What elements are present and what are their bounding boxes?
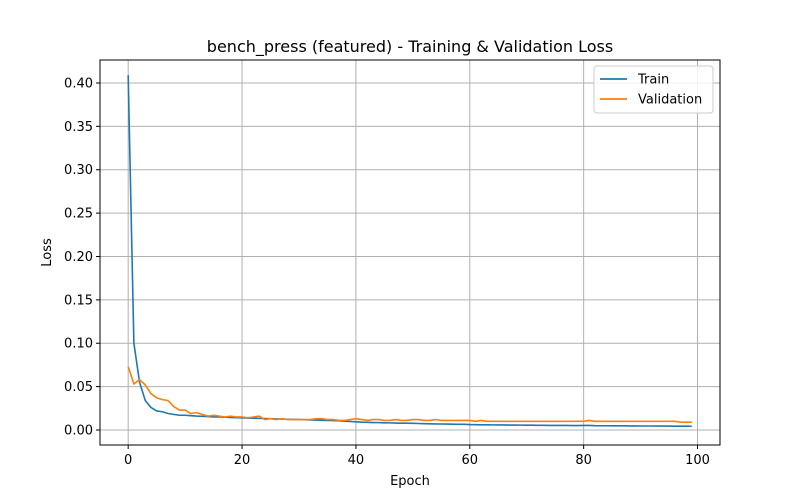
x-tick-label: 60	[462, 453, 479, 468]
chart-title: bench_press (featured) - Training & Vali…	[207, 37, 613, 57]
x-tick-label: 80	[575, 453, 592, 468]
y-tick-label: 0.05	[64, 380, 93, 395]
x-tick-label: 20	[234, 453, 251, 468]
x-tick-label: 40	[348, 453, 365, 468]
series-lines	[127, 75, 692, 428]
y-tick-label: 0.25	[64, 207, 93, 222]
y-tick-label: 0.00	[64, 423, 93, 438]
y-tick-label: 0.30	[64, 163, 93, 178]
x-tick-label: 0	[124, 453, 132, 468]
y-tick-label: 0.40	[64, 76, 93, 91]
legend-box	[593, 65, 714, 114]
y-tick-label: 0.20	[64, 250, 93, 265]
y-tick-label: 0.15	[64, 293, 93, 308]
legend-label-train: Train	[637, 73, 669, 88]
x-axis-label: Epoch	[390, 474, 430, 489]
y-tick-label: 0.35	[64, 120, 93, 135]
plot-frame	[99, 59, 721, 446]
grid	[100, 60, 720, 445]
series-line-validation	[127, 366, 692, 423]
legend-label-validation: Validation	[638, 93, 702, 108]
ticks: 0 20 40 60 80 100 0.00 0.05 0.10 0.15 0.20 0.25 0.30…	[64, 76, 710, 468]
legend: Train Validation	[593, 65, 714, 114]
y-tick-label: 0.10	[64, 337, 93, 352]
y-axis-label: Loss	[40, 238, 55, 267]
x-tick-label: 100	[685, 453, 710, 468]
